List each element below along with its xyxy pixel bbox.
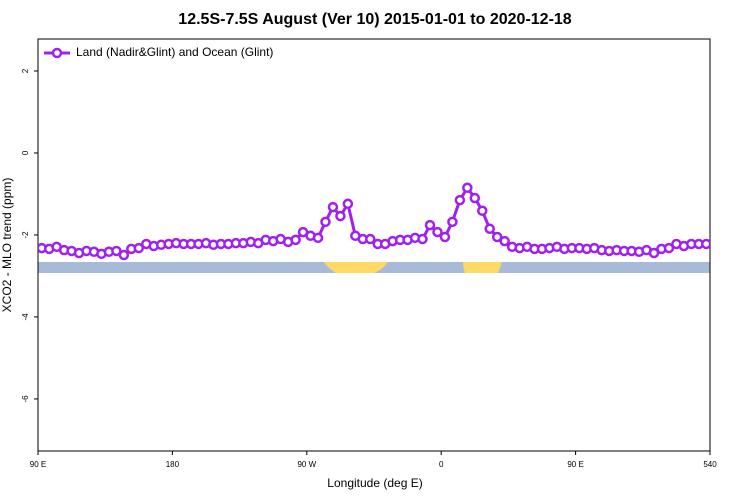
legend-marker [51,47,63,59]
data-point [312,232,324,244]
data-point [491,231,503,243]
y-tick-label: -4 [21,313,30,321]
x-tick-label: 540 [703,460,717,469]
data-point [477,205,488,217]
data-point [133,242,145,254]
y-tick-label: 2 [21,68,30,73]
data-point [648,247,660,259]
data-point [118,249,130,261]
y-tick-label: 0 [21,150,30,155]
legend-label: Land (Nadir&Glint) and Ocean (Glint) [76,45,273,59]
data-point [342,198,354,210]
y-tick-label: -2 [21,231,30,239]
x-axis-label: Longitude (deg E) [327,476,422,490]
y-tick-label: -6 [21,395,30,403]
data-point [335,210,346,222]
map-strip [38,262,710,273]
data-point [327,201,339,213]
x-tick-label: 90 W [297,460,316,469]
data-point [290,234,301,246]
data-point [447,216,458,228]
x-tick-label: 180 [166,460,180,469]
data-point [365,233,376,245]
data-point [417,233,428,245]
chart-title: 12.5S-7.5S August (Ver 10) 2015-01-01 to… [178,11,571,28]
data-point [424,219,436,231]
data-point [111,245,122,257]
y-axis-label: XCO2 - MLO trend (ppm) [0,178,14,313]
data-point [701,238,710,250]
x-tick-label: 90 E [30,460,46,469]
data-point [499,235,510,247]
x-tick-label: 0 [439,460,444,469]
data-point [454,194,466,206]
data-point [469,192,481,204]
data-point [320,216,331,228]
data-point [432,226,443,238]
data-point [462,182,473,194]
data-point [663,242,675,254]
x-tick-label: 90 E [567,460,583,469]
plot-area [38,182,710,261]
data-point [484,223,495,235]
data-point [439,231,451,243]
